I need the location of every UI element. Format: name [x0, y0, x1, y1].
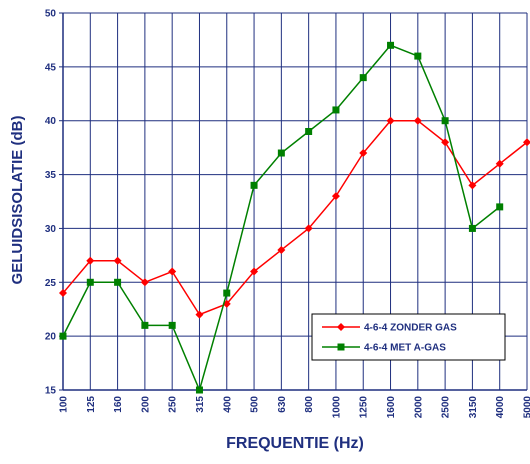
x-tick-label: 630 — [277, 396, 288, 413]
x-tick-label: 315 — [195, 396, 206, 413]
data-point — [251, 182, 258, 189]
data-point — [87, 279, 94, 286]
y-tick-label: 45 — [45, 62, 57, 73]
y-tick-label: 40 — [45, 116, 57, 127]
x-tick-label: 250 — [168, 396, 179, 413]
data-point — [414, 53, 421, 60]
data-point — [168, 268, 176, 276]
y-tick-label: 50 — [45, 9, 57, 20]
x-tick-label: 800 — [304, 396, 315, 413]
data-point — [196, 387, 203, 394]
x-tick-label: 5000 — [523, 396, 530, 419]
y-tick-label: 35 — [45, 170, 57, 181]
data-point — [169, 322, 176, 329]
x-tick-label: 125 — [86, 396, 97, 413]
data-point — [223, 290, 230, 297]
x-tick-label: 160 — [113, 396, 124, 413]
y-tick-label: 30 — [45, 224, 57, 235]
y-tick-label: 15 — [45, 386, 57, 397]
legend-symbol — [338, 344, 345, 351]
data-point — [496, 203, 503, 210]
data-point — [360, 74, 367, 81]
x-tick-label: 2500 — [441, 396, 452, 419]
data-point — [469, 225, 476, 232]
data-point — [387, 42, 394, 49]
x-axis-label: FREQUENTIE (Hz) — [226, 435, 364, 452]
data-point — [114, 279, 121, 286]
x-tick-label: 1000 — [331, 396, 342, 419]
legend-marker — [338, 344, 345, 351]
x-tick-label: 3150 — [468, 396, 479, 419]
data-point — [60, 333, 67, 340]
x-tick-label: 200 — [140, 396, 151, 413]
legend-label: 4-6-4 ZONDER GAS — [364, 323, 457, 334]
y-tick-label: 25 — [45, 278, 57, 289]
data-point — [141, 322, 148, 329]
data-point — [305, 128, 312, 135]
y-tick-label: 20 — [45, 332, 57, 343]
x-tick-label: 4000 — [495, 396, 506, 419]
x-tick-label: 100 — [59, 396, 70, 413]
data-point — [332, 106, 339, 113]
x-tick-label: 400 — [222, 396, 233, 413]
x-tick-label: 2000 — [413, 396, 424, 419]
legend-label: 4-6-4 MET A-GAS — [364, 343, 446, 354]
x-tick-label: 1600 — [386, 396, 397, 419]
y-axis-label: GELUIDSISOLATIE (dB) — [9, 116, 26, 285]
series-line — [63, 121, 527, 315]
data-point — [442, 117, 449, 124]
data-point — [278, 150, 285, 157]
data-point — [195, 311, 203, 319]
x-tick-label: 1250 — [359, 396, 370, 419]
x-tick-label: 500 — [250, 396, 261, 413]
